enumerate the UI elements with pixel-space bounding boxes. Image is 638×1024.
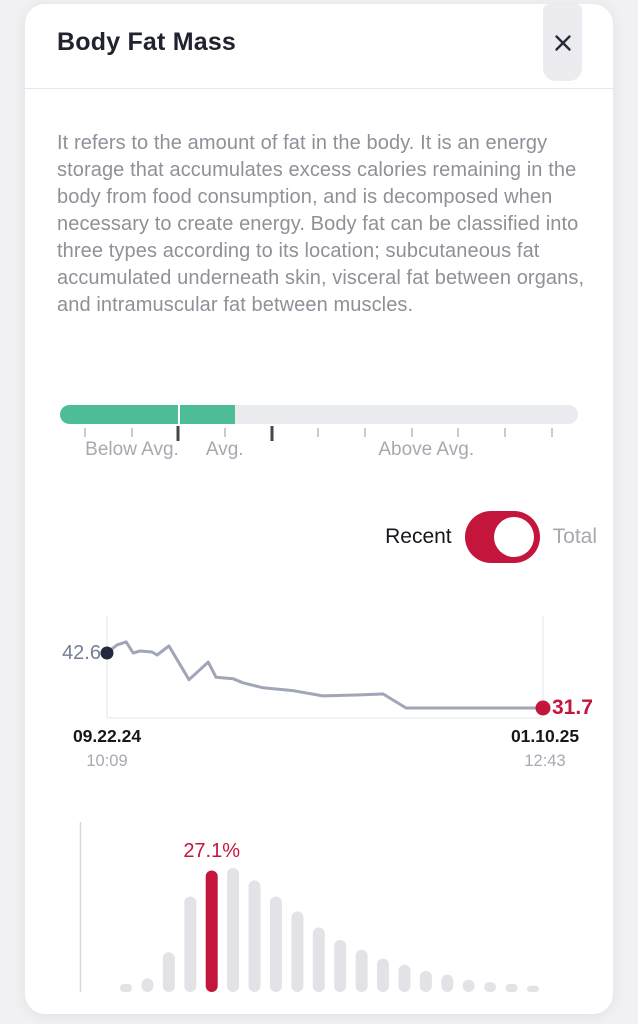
scale-tick [410,428,413,437]
trend-x-start: 09.22.24 10:09 [73,726,141,771]
trend-end-value: 31.7 [552,696,593,719]
range-scale: Below Avg. Avg. Above Avg. [60,405,578,465]
histogram-bar [120,983,132,992]
toggle-label-total[interactable]: Total [552,525,597,548]
distribution-histogram [79,822,539,992]
close-button[interactable] [543,4,582,81]
scale-tick [223,428,226,437]
histogram-bar-highlight [205,870,218,992]
trend-x-end: 01.10.25 12:43 [511,726,579,771]
scale-tick-major [270,426,274,441]
histogram-bar [184,896,197,992]
sheet-header: Body Fat Mass [25,4,613,89]
trend-line-chart [100,616,551,719]
trend-start-time: 10:09 [86,752,128,770]
histogram-bar [505,983,518,992]
trend-end-time: 12:43 [524,752,566,770]
histogram-bar [377,958,389,992]
histogram-bar [162,952,175,992]
histogram-bar [312,927,325,992]
trend-start-value: 42.6 [62,642,101,664]
recent-total-switch[interactable] [464,511,540,563]
body-fat-mass-sheet: Body Fat Mass It refers to the amount of… [25,4,613,1014]
scale-tick [131,428,133,437]
scale-labels: Below Avg. Avg. Above Avg. [60,439,578,461]
sheet-title: Body Fat Mass [57,28,237,56]
trend-line [105,640,545,710]
histogram-bar [334,939,347,992]
scale-label: Above Avg. [378,439,475,460]
scale-segment-divider [178,405,181,424]
trend-start-dot [100,646,114,660]
scale-tick [503,428,506,437]
histogram-bar [227,868,240,992]
scale-tick [83,428,86,437]
close-icon [554,34,571,51]
trend-start-date: 09.22.24 [72,726,142,746]
description-text: It refers to the amount of fat in the bo… [57,132,585,316]
scale-label: Below Avg. [85,439,179,460]
histogram-bar [355,949,368,992]
switch-knob [493,517,534,557]
histogram-bar [462,979,475,992]
scale-track [60,405,578,424]
histogram-bar [248,880,261,992]
toggle-label-recent[interactable]: Recent [385,525,452,548]
recent-total-toggle-row: Recent Total [385,511,597,563]
scale-tick [551,428,554,437]
scale-label: Avg. [205,439,244,460]
scale-tick-major [176,426,180,441]
scale-fill [60,405,236,424]
histogram-bar [291,911,304,992]
scale-tick [316,428,319,437]
trend-end-date: 01.10.25 [510,726,580,746]
distribution-highlight-label: 27.1% [183,840,241,862]
histogram-bar [398,964,411,992]
trend-end-dot [535,700,551,716]
scale-ticks [60,426,578,444]
histogram-bar [441,974,454,992]
scale-tick [364,428,367,437]
histogram-bar [484,982,497,992]
histogram-bars [120,868,539,992]
histogram-bar [419,970,432,992]
histogram-bar [527,985,539,992]
scale-tick [456,428,459,437]
histogram-bar [269,896,282,992]
histogram-bar [141,978,154,992]
